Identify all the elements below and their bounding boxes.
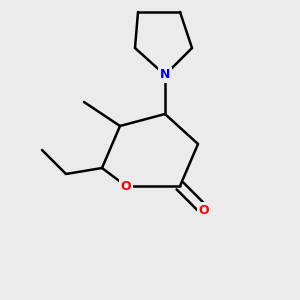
Text: O: O	[199, 203, 209, 217]
Text: O: O	[121, 179, 131, 193]
Text: N: N	[160, 68, 170, 82]
